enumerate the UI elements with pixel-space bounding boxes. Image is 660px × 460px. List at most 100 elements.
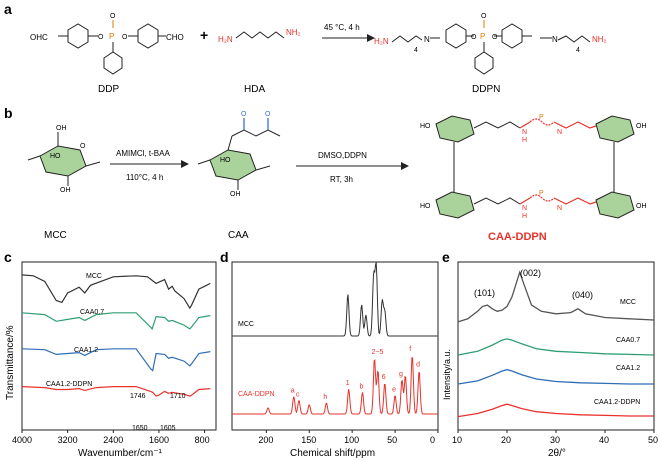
reaction-condition-a: 45 °C, 4 h [324,23,360,32]
d-peak-label: b [359,383,363,390]
caa-ddpn-label: CAA-DDPN [488,231,547,243]
c-tick-label: 3200 [58,435,78,445]
e-peak-002: (002) [520,268,541,278]
d-tick-label: 200 [258,435,273,445]
caa-ho: HO [220,157,231,164]
e-label-mcc: MCC [620,299,636,306]
ddpn-n-right: N [552,35,558,44]
panel-d-peak-labels: ac h 1 b 2~5 6e g f d [291,346,420,401]
c-series-3 [21,386,211,397]
c-series-2 [21,348,211,372]
product-n-2: N [557,129,562,136]
c-peak-1746: 1746 [130,393,146,400]
c-peak-1605: 1605 [160,425,176,432]
c-series-0 [21,274,211,310]
ddpn-n-left: N [424,35,430,44]
d-peak-label: h [323,394,327,401]
d-peak-label: d [416,362,420,369]
d-tick-label: 0 [430,435,435,445]
product-p-1: P [539,114,544,121]
mcc-structure [27,132,101,186]
panel-b: b OH HO OH O MCC AMIMCl, t-BAA 110°C, 4 … [4,105,647,243]
hda-label: HDA [244,84,265,95]
panel-c-series [21,274,211,397]
d-tick-label: 50 [387,435,397,445]
d-series-0 [232,262,438,337]
hda-h2n: H₂N [218,35,233,44]
d-peak-label: g [399,371,403,378]
ddpn-structure [391,20,591,75]
d-peak-label: 2~5 [371,349,383,356]
ddpn-nh2: NH₂ [592,35,607,44]
ddpn-o-top: O [481,13,487,20]
ddpn-p: P [480,32,485,41]
d-series-1 [232,357,438,415]
panel-d-xticks: 200 150 100 50 0 [258,430,439,445]
product-ho-2: HO [420,203,431,210]
d-label-mcc: MCC [238,321,254,328]
ddpn-sub4-right: 4 [576,47,580,54]
panel-e: e Intensity/a.u. 2θ/° 10 20 30 40 50 (101) (… [442,249,658,459]
d-peak-label: e [392,386,396,393]
e-series-1 [457,338,655,356]
panel-c-xlabel: Wavenumber/cm⁻¹ [78,448,162,459]
mcc-oh-bottom: OH [60,187,71,194]
caa-o-carbonyl-2: O [265,111,271,118]
panel-e-letter: e [442,249,450,265]
ddpn-label: DDPN [472,84,500,95]
panel-d: d Chemical shift/ppm 200 150 100 50 0 MCC CA… [220,249,439,459]
product-p-2: P [539,190,544,197]
e-label-caa07: CAA0.7 [616,337,640,344]
panel-d-xlabel: Chemical shift/ppm [290,448,375,459]
e-tick-label: 20 [501,435,511,445]
c-peak-1710: 1710 [170,393,186,400]
e-series-2 [457,369,654,385]
panel-d-frame [231,261,439,431]
c-label-caa07: CAA0.7 [80,309,104,316]
c-label-caa12-ddpn: CAA1.2-DDPN [46,381,92,388]
ddp-p: P [109,32,114,41]
d-peak-label: a [291,388,295,395]
e-series-0 [457,270,655,323]
panel-a-letter: a [4,1,12,17]
product-h-1: H [522,137,527,144]
caa-oh-bottom: OH [230,191,241,198]
d-peak-label: 6 [382,374,386,381]
panel-c-frame [21,261,217,431]
c-tick-label: 4000 [12,435,32,445]
panel-a: a OHC CHO O O P O DDP + H₂N NH₂ HDA 45 °… [4,1,607,95]
d-peak-label: 1 [346,380,350,387]
ddp-o-right: O [122,34,128,41]
d-peak-label: c [296,391,300,398]
ddpn-o-right: O [492,34,498,41]
panel-e-xticks: 10 20 30 40 50 [452,430,658,445]
step2-condition-top: DMSO,DDPN [318,151,367,160]
panel-d-letter: d [220,249,229,265]
e-tick-label: 30 [550,435,560,445]
ddp-o-top: O [110,13,116,20]
c-peak-1650: 1650 [132,425,148,432]
d-label-caa-ddpn: CAA-DDPN [238,391,275,398]
plus-sign: + [200,27,208,43]
mcc-o: O [80,143,86,150]
product-oh-2: OH [636,203,647,210]
ddp-o-left: O [98,34,104,41]
d-tick-label: 150 [301,435,316,445]
e-tick-label: 10 [452,435,462,445]
panel-b-letter: b [4,105,13,121]
c-label-mcc: MCC [86,273,102,280]
panel-d-series [232,262,438,415]
c-series-1 [21,312,211,331]
d-tick-label: 100 [344,435,359,445]
product-oh-1: OH [636,123,647,130]
product-n-1: N [522,129,527,136]
d-peak-label: f [409,346,411,353]
ddp-cho-right: CHO [166,33,184,42]
product-h-3: H [522,213,527,220]
mcc-ho: HO [50,153,61,160]
ddp-cho-left: OHC [30,33,48,42]
hda-nh2: NH₂ [286,28,301,37]
step2-condition-bottom: RT, 3h [330,175,353,184]
panel-c-letter: c [4,249,12,265]
